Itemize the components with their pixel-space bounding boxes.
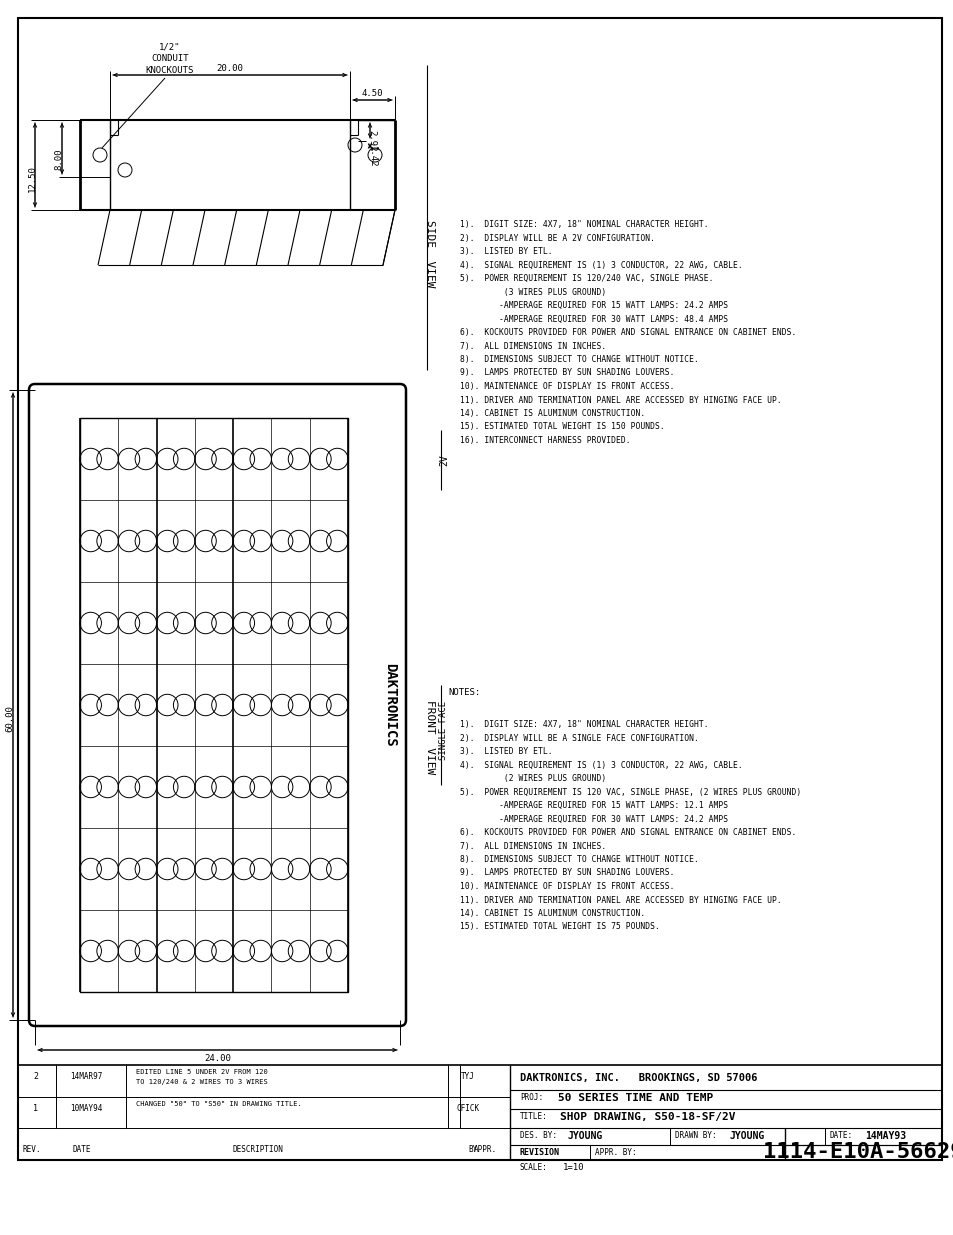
Text: 6).  KOCKOUTS PROVIDED FOR POWER AND SIGNAL ENTRANCE ON CABINET ENDS.: 6). KOCKOUTS PROVIDED FOR POWER AND SIGN… bbox=[459, 329, 796, 337]
Text: 14). CABINET IS ALUMINUM CONSTRUCTION.: 14). CABINET IS ALUMINUM CONSTRUCTION. bbox=[459, 909, 644, 918]
Text: APPR. BY:: APPR. BY: bbox=[595, 1149, 636, 1157]
Text: 1/2": 1/2" bbox=[159, 42, 180, 51]
Text: APPR.: APPR. bbox=[473, 1146, 497, 1155]
Text: 20.00: 20.00 bbox=[216, 64, 243, 73]
Text: 10). MAINTENANCE OF DISPLAY IS FRONT ACCESS.: 10). MAINTENANCE OF DISPLAY IS FRONT ACC… bbox=[459, 882, 674, 890]
Text: 8).  DIMENSIONS SUBJECT TO CHANGE WITHOUT NOTICE.: 8). DIMENSIONS SUBJECT TO CHANGE WITHOUT… bbox=[459, 855, 699, 864]
Text: TO 120/240 & 2 WIRES TO 3 WIRES: TO 120/240 & 2 WIRES TO 3 WIRES bbox=[136, 1079, 268, 1086]
Text: 6).  KOCKOUTS PROVIDED FOR POWER AND SIGNAL ENTRANCE ON CABINET ENDS.: 6). KOCKOUTS PROVIDED FOR POWER AND SIGN… bbox=[459, 827, 796, 837]
Text: -AMPERAGE REQUIRED FOR 30 WATT LAMPS: 24.2 AMPS: -AMPERAGE REQUIRED FOR 30 WATT LAMPS: 24… bbox=[459, 815, 727, 824]
Text: 14MAY93: 14MAY93 bbox=[864, 1131, 905, 1141]
Text: -AMPERAGE REQUIRED FOR 30 WATT LAMPS: 48.4 AMPS: -AMPERAGE REQUIRED FOR 30 WATT LAMPS: 48… bbox=[459, 315, 727, 324]
Text: 14). CABINET IS ALUMINUM CONSTRUCTION.: 14). CABINET IS ALUMINUM CONSTRUCTION. bbox=[459, 409, 644, 417]
Text: 9).  LAMPS PROTECTED BY SUN SHADING LOUVERS.: 9). LAMPS PROTECTED BY SUN SHADING LOUVE… bbox=[459, 368, 674, 378]
Text: 3).  LISTED BY ETL.: 3). LISTED BY ETL. bbox=[459, 247, 552, 256]
Text: FRONT  VIEW: FRONT VIEW bbox=[424, 700, 435, 774]
Text: SIDE  VIEW: SIDE VIEW bbox=[424, 220, 435, 288]
Text: 2V: 2V bbox=[438, 454, 449, 466]
Text: 9).  LAMPS PROTECTED BY SUN SHADING LOUVERS.: 9). LAMPS PROTECTED BY SUN SHADING LOUVE… bbox=[459, 868, 674, 878]
Text: 50 SERIES TIME AND TEMP: 50 SERIES TIME AND TEMP bbox=[558, 1093, 713, 1103]
Text: 4).  SIGNAL REQUIREMENT IS (1) 3 CONDUCTOR, 22 AWG, CABLE.: 4). SIGNAL REQUIREMENT IS (1) 3 CONDUCTO… bbox=[459, 761, 742, 769]
Text: 1).  DIGIT SIZE: 4X7, 18" NOMINAL CHARACTER HEIGHT.: 1). DIGIT SIZE: 4X7, 18" NOMINAL CHARACT… bbox=[459, 220, 708, 228]
Text: 5).  POWER REQUIREMENT IS 120 VAC, SINGLE PHASE, (2 WIRES PLUS GROUND): 5). POWER REQUIREMENT IS 120 VAC, SINGLE… bbox=[459, 788, 801, 797]
Text: KNOCKOUTS: KNOCKOUTS bbox=[146, 65, 194, 75]
Text: 8.00: 8.00 bbox=[54, 148, 64, 170]
Text: CHANGED "50" TO "S50" IN DRAWING TITLE.: CHANGED "50" TO "S50" IN DRAWING TITLE. bbox=[136, 1100, 301, 1107]
Text: 4).  SIGNAL REQUIREMENT IS (1) 3 CONDUCTOR, 22 AWG, CABLE.: 4). SIGNAL REQUIREMENT IS (1) 3 CONDUCTO… bbox=[459, 261, 742, 269]
Text: 1114-E10A-56629: 1114-E10A-56629 bbox=[762, 1142, 953, 1162]
Text: SCALE:: SCALE: bbox=[519, 1163, 547, 1172]
Text: 7).  ALL DIMENSIONS IN INCHES.: 7). ALL DIMENSIONS IN INCHES. bbox=[459, 342, 605, 351]
FancyBboxPatch shape bbox=[29, 384, 406, 1026]
Text: 24.00: 24.00 bbox=[204, 1053, 231, 1063]
Text: DRAWN BY:: DRAWN BY: bbox=[675, 1131, 716, 1140]
Text: BY: BY bbox=[468, 1146, 477, 1155]
Text: 11). DRIVER AND TERMINATION PANEL ARE ACCESSED BY HINGING FACE UP.: 11). DRIVER AND TERMINATION PANEL ARE AC… bbox=[459, 395, 781, 405]
Text: 5).  POWER REQUIREMENT IS 120/240 VAC, SINGLE PHASE.: 5). POWER REQUIREMENT IS 120/240 VAC, SI… bbox=[459, 274, 713, 283]
Text: 15). ESTIMATED TOTAL WEIGHT IS 150 POUNDS.: 15). ESTIMATED TOTAL WEIGHT IS 150 POUND… bbox=[459, 422, 664, 431]
Text: 3).  LISTED BY ETL.: 3). LISTED BY ETL. bbox=[459, 747, 552, 756]
Text: 10). MAINTENANCE OF DISPLAY IS FRONT ACCESS.: 10). MAINTENANCE OF DISPLAY IS FRONT ACC… bbox=[459, 382, 674, 391]
Text: SHOP DRAWING, S50-18-SF/2V: SHOP DRAWING, S50-18-SF/2V bbox=[559, 1112, 735, 1123]
Text: -AMPERAGE REQUIRED FOR 15 WATT LAMPS: 24.2 AMPS: -AMPERAGE REQUIRED FOR 15 WATT LAMPS: 24… bbox=[459, 301, 727, 310]
Text: -AMPERAGE REQUIRED FOR 15 WATT LAMPS: 12.1 AMPS: -AMPERAGE REQUIRED FOR 15 WATT LAMPS: 12… bbox=[459, 802, 727, 810]
Text: 2.92: 2.92 bbox=[367, 131, 376, 152]
Text: JYOUNG: JYOUNG bbox=[729, 1131, 764, 1141]
Text: 16). INTERCONNECT HARNESS PROVIDED.: 16). INTERCONNECT HARNESS PROVIDED. bbox=[459, 436, 630, 445]
Text: 2).  DISPLAY WILL BE A 2V CONFIGURATION.: 2). DISPLAY WILL BE A 2V CONFIGURATION. bbox=[459, 233, 655, 242]
Text: TITLE:: TITLE: bbox=[519, 1112, 547, 1121]
Text: REVISION: REVISION bbox=[519, 1149, 559, 1157]
Text: DAKTRONICS: DAKTRONICS bbox=[382, 663, 396, 747]
Text: 7).  ALL DIMENSIONS IN INCHES.: 7). ALL DIMENSIONS IN INCHES. bbox=[459, 841, 605, 851]
Text: 10MAY94: 10MAY94 bbox=[70, 1104, 102, 1113]
Text: 14MAR97: 14MAR97 bbox=[70, 1072, 102, 1082]
Text: DATE:: DATE: bbox=[829, 1131, 852, 1140]
Text: 2: 2 bbox=[33, 1072, 38, 1082]
Text: (2 WIRES PLUS GROUND): (2 WIRES PLUS GROUND) bbox=[459, 774, 605, 783]
Text: CFICK: CFICK bbox=[456, 1104, 479, 1113]
Text: PROJ:: PROJ: bbox=[519, 1093, 542, 1102]
Text: 1).  DIGIT SIZE: 4X7, 18" NOMINAL CHARACTER HEIGHT.: 1). DIGIT SIZE: 4X7, 18" NOMINAL CHARACT… bbox=[459, 720, 708, 729]
Text: 1=10: 1=10 bbox=[562, 1163, 584, 1172]
Text: DESCRIPTION: DESCRIPTION bbox=[233, 1146, 283, 1155]
Text: 12.50: 12.50 bbox=[28, 165, 36, 191]
Text: TYJ: TYJ bbox=[460, 1072, 475, 1082]
Text: 15). ESTIMATED TOTAL WEIGHT IS 75 POUNDS.: 15). ESTIMATED TOTAL WEIGHT IS 75 POUNDS… bbox=[459, 923, 659, 931]
Text: 2).  DISPLAY WILL BE A SINGLE FACE CONFIGURATION.: 2). DISPLAY WILL BE A SINGLE FACE CONFIG… bbox=[459, 734, 699, 742]
Text: CONDUIT: CONDUIT bbox=[151, 54, 189, 63]
Text: 11). DRIVER AND TERMINATION PANEL ARE ACCESSED BY HINGING FACE UP.: 11). DRIVER AND TERMINATION PANEL ARE AC… bbox=[459, 895, 781, 904]
Text: 1.42: 1.42 bbox=[367, 146, 376, 168]
Text: REV.: REV. bbox=[23, 1146, 41, 1155]
Text: DAKTRONICS, INC.   BROOKINGS, SD 57006: DAKTRONICS, INC. BROOKINGS, SD 57006 bbox=[519, 1073, 757, 1083]
Text: SINGLE FACE: SINGLE FACE bbox=[439, 700, 448, 760]
Text: DES. BY:: DES. BY: bbox=[519, 1131, 557, 1140]
Bar bbox=[80, 417, 348, 992]
Text: (3 WIRES PLUS GROUND): (3 WIRES PLUS GROUND) bbox=[459, 288, 605, 296]
Text: 8).  DIMENSIONS SUBJECT TO CHANGE WITHOUT NOTICE.: 8). DIMENSIONS SUBJECT TO CHANGE WITHOUT… bbox=[459, 354, 699, 364]
Text: JYOUNG: JYOUNG bbox=[567, 1131, 602, 1141]
Text: NOTES:: NOTES: bbox=[448, 688, 479, 697]
Text: 60.00: 60.00 bbox=[6, 705, 14, 732]
Text: 1: 1 bbox=[33, 1104, 38, 1113]
Text: 4.50: 4.50 bbox=[361, 89, 383, 98]
Text: EDITED LINE 5 UNDER 2V FROM 120: EDITED LINE 5 UNDER 2V FROM 120 bbox=[136, 1070, 268, 1074]
Text: DATE: DATE bbox=[72, 1146, 91, 1155]
